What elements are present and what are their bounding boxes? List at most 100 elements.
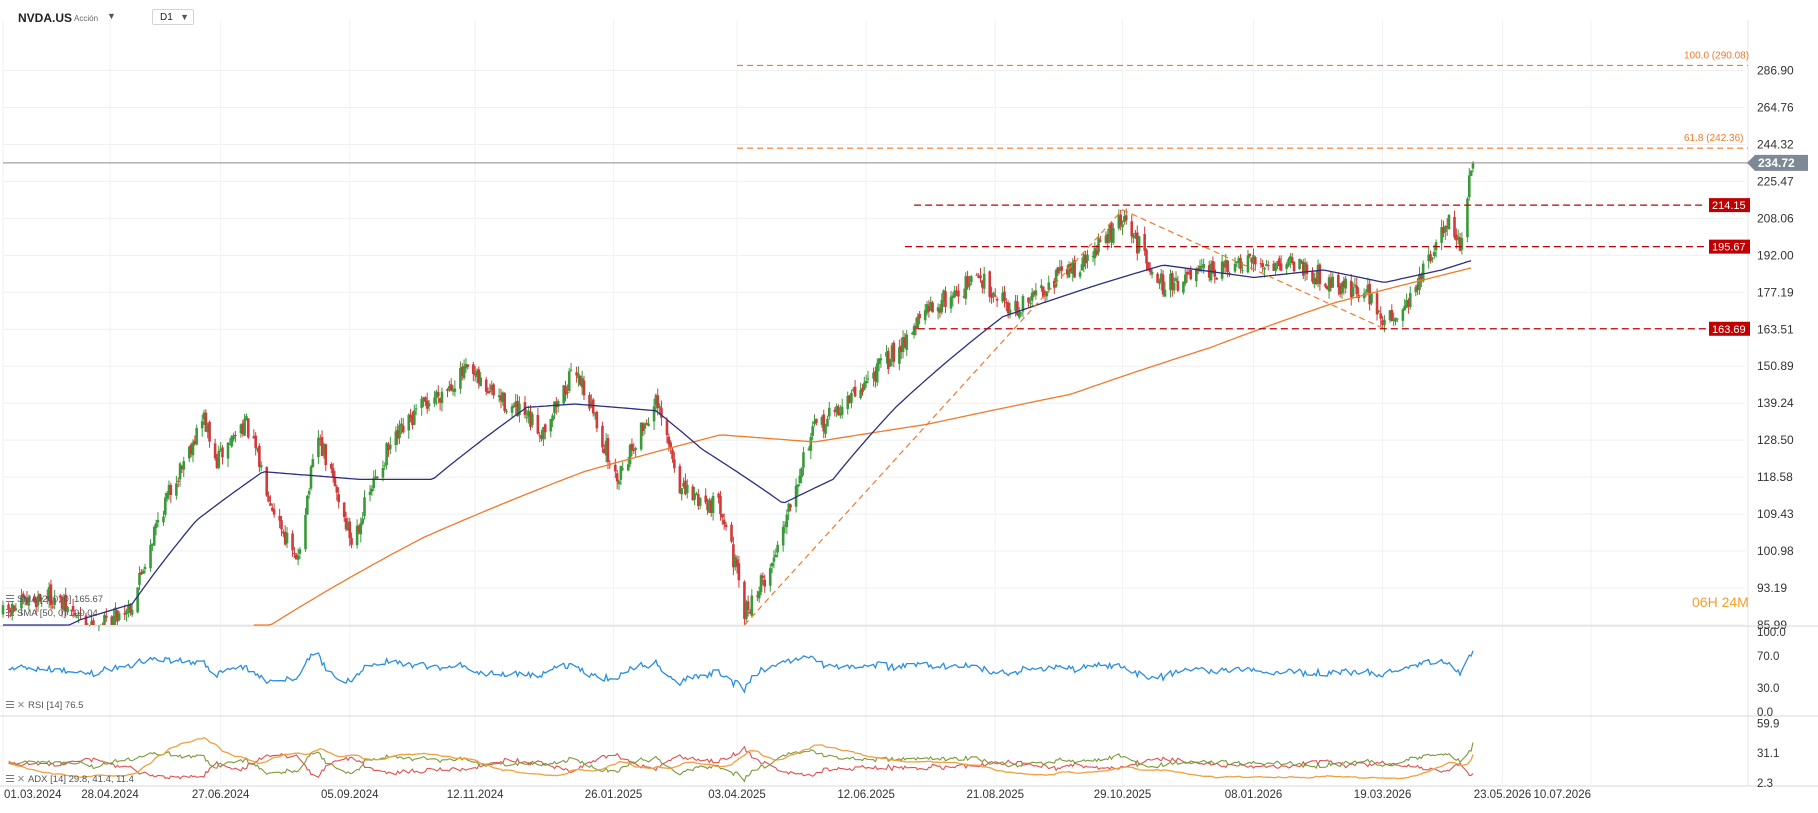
- indicator-settings-icon[interactable]: [6, 595, 14, 603]
- candle-body: [333, 477, 337, 487]
- x-tick-label: 05.09.2024: [321, 789, 379, 801]
- candle-body: [206, 424, 210, 433]
- candle-body: [652, 406, 656, 422]
- sma200-legend[interactable]: SMA [200, 0] 165.67: [6, 594, 103, 605]
- candle-body: [1252, 255, 1255, 264]
- candle-body: [285, 532, 289, 544]
- candle-body: [1027, 297, 1030, 303]
- candle-body: [1265, 264, 1268, 266]
- candle-body: [361, 518, 364, 524]
- adx-legend[interactable]: ✕ ADX [14] 29.8, 41.4, 11.4: [6, 774, 134, 785]
- candle-body: [864, 381, 868, 384]
- candle-body: [33, 596, 36, 603]
- candle-body: [1198, 265, 1202, 272]
- candle-body: [435, 391, 438, 398]
- candle-body: [1182, 281, 1185, 293]
- candle-body: [1292, 261, 1296, 272]
- candle-body: [117, 613, 121, 620]
- candle-body: [167, 484, 171, 495]
- candle-body: [1254, 257, 1257, 265]
- candle-body: [851, 389, 855, 391]
- candle-body: [165, 493, 169, 499]
- level-price-tag: [1709, 239, 1750, 254]
- candle-body: [1008, 309, 1012, 315]
- candle-body: [1143, 233, 1146, 251]
- candle-body: [582, 380, 586, 396]
- rsi-legend[interactable]: ✕ RSI [14] 76.5: [6, 700, 83, 711]
- candle-body: [1394, 317, 1397, 322]
- candle-body: [827, 407, 831, 417]
- close-icon[interactable]: ✕: [17, 700, 25, 711]
- candle-body: [335, 486, 339, 493]
- timeframe-select[interactable]: D1 ▼: [152, 9, 194, 25]
- candle-body: [975, 274, 979, 276]
- candle-body: [1440, 227, 1443, 243]
- candle-body: [1067, 264, 1071, 278]
- candle-body: [606, 438, 610, 462]
- candle-body: [254, 435, 257, 449]
- candle-body: [374, 476, 377, 479]
- candle-body: [1421, 263, 1425, 282]
- candle-body: [733, 556, 737, 568]
- candle-body: [744, 602, 748, 620]
- candle-body: [200, 421, 204, 429]
- candle-body: [1080, 264, 1084, 271]
- candle-body: [593, 414, 597, 416]
- sma50-legend[interactable]: SMA [50, 0] 190.04: [6, 608, 98, 619]
- candle-body: [785, 514, 789, 528]
- fibonacci-label: 100.0 (290.08): [1684, 50, 1749, 61]
- candle-body: [595, 411, 599, 429]
- candle-body: [759, 575, 763, 593]
- x-tick-label: 29.10.2025: [1094, 789, 1152, 801]
- candle-body: [269, 503, 272, 506]
- candle-body: [632, 449, 636, 451]
- candle-body: [1043, 294, 1047, 296]
- indicator-settings-icon[interactable]: [6, 775, 14, 783]
- candle-body: [368, 491, 372, 495]
- candle-body: [562, 385, 565, 404]
- candle-body: [899, 345, 903, 353]
- candle-body: [1222, 263, 1226, 267]
- candle-body: [436, 392, 440, 397]
- candle-body: [232, 435, 235, 440]
- candle-body: [575, 372, 578, 376]
- candle-body: [1466, 198, 1469, 238]
- candle-body: [796, 484, 800, 488]
- candle-body: [783, 525, 787, 527]
- candle-body: [90, 621, 93, 625]
- candle-body: [1005, 301, 1008, 304]
- indicator-settings-icon[interactable]: [6, 701, 14, 709]
- candle-body: [1086, 254, 1089, 261]
- candle-body: [125, 610, 128, 615]
- candle-body: [577, 373, 580, 379]
- candle-body: [942, 290, 945, 302]
- candle-body: [798, 475, 802, 483]
- symbol-dropdown-icon[interactable]: ▼: [107, 11, 116, 21]
- candle-body: [1145, 249, 1148, 264]
- candle-body: [202, 412, 206, 420]
- symbol-label[interactable]: NVDA.US: [18, 11, 73, 25]
- indicator-settings-icon[interactable]: [6, 609, 14, 617]
- candle-body: [433, 397, 436, 404]
- candle-body: [866, 378, 870, 380]
- candle-body: [1407, 299, 1410, 306]
- candle-body: [337, 494, 340, 503]
- candle-body: [1298, 258, 1301, 270]
- candle-body: [213, 443, 217, 459]
- candle-body: [1370, 293, 1373, 304]
- candle-body: [551, 415, 554, 421]
- candle-body: [64, 594, 68, 611]
- candle-body: [1082, 254, 1086, 267]
- candle-body: [71, 605, 75, 612]
- candle-body: [180, 466, 184, 469]
- candle-body: [306, 495, 309, 515]
- candle-body: [1189, 269, 1193, 280]
- close-icon[interactable]: ✕: [17, 774, 25, 785]
- candle-body: [1147, 262, 1150, 271]
- candle-body: [318, 438, 322, 440]
- candle-body: [979, 275, 982, 279]
- candle-body: [863, 382, 866, 390]
- candle-body: [484, 379, 488, 392]
- candle-body: [1158, 281, 1161, 284]
